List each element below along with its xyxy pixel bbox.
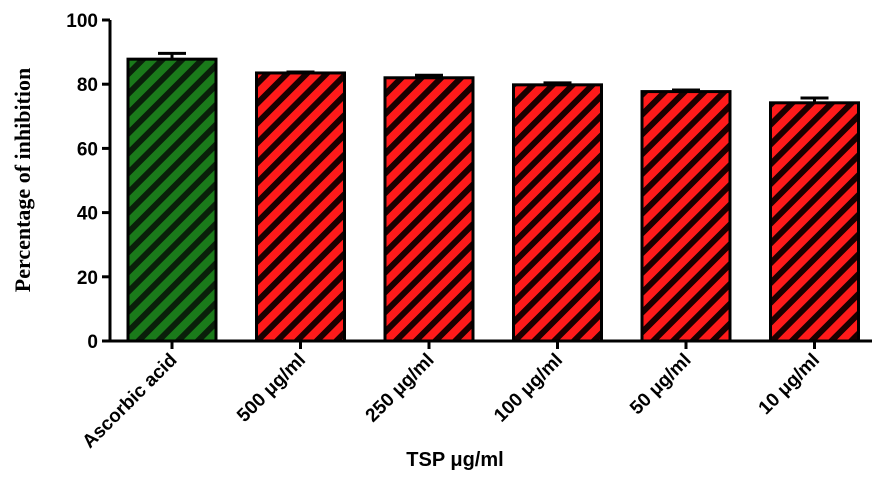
x-category-label: 50 μg/ml — [626, 350, 695, 419]
y-tick-label: 40 — [77, 204, 98, 225]
bar-4 — [640, 90, 732, 343]
y-tick-label: 60 — [77, 139, 98, 160]
x-category-label: 100 μg/ml — [490, 350, 567, 427]
x-category-label: 250 μg/ml — [362, 350, 439, 427]
bars — [126, 51, 860, 343]
bar-3 — [512, 83, 603, 343]
bar-1 — [255, 71, 346, 343]
y-axis: 0 20 40 60 80 100 — [66, 11, 110, 353]
bar-2 — [383, 76, 475, 343]
y-tick-label: 100 — [66, 11, 98, 32]
bar-0 — [126, 57, 218, 343]
x-category-label: Ascorbic acid — [79, 350, 182, 453]
y-tick-label: 80 — [77, 75, 98, 96]
bar-5 — [769, 101, 860, 343]
x-axis-label: TSP μg/ml — [406, 449, 503, 471]
y-tick-label: 20 — [77, 268, 98, 289]
x-category-label: 10 μg/ml — [755, 350, 824, 419]
x-axis-categories: Ascorbic acid 500 μg/ml 250 μg/ml 100 μg/ml… — [79, 341, 824, 453]
y-axis-label: Percentage of inhibition — [10, 68, 35, 292]
x-category-label: 500 μg/ml — [233, 350, 310, 427]
y-tick-label: 0 — [87, 332, 98, 353]
